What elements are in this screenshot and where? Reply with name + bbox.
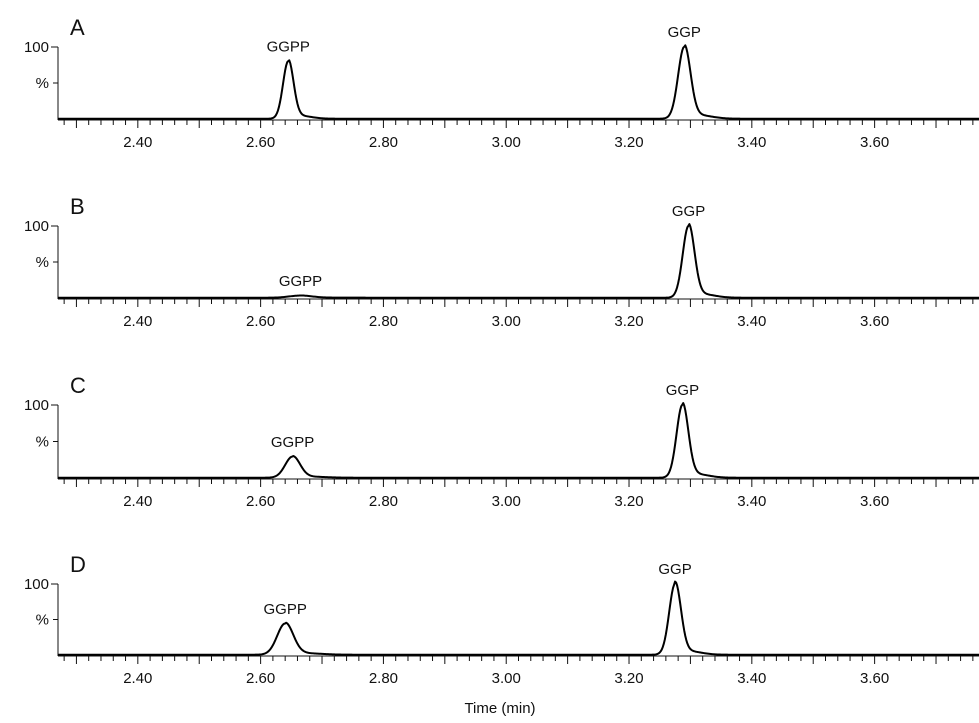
peak-label: GGPP (279, 273, 322, 290)
chromatogram-panel-d: D 100% 2.40 2.60 2.80 3.00 3.20 3.40 3.60 GGPP GGP (24, 552, 979, 687)
x-axis-title: Time (min) (464, 700, 535, 717)
x-tick-label: 3.60 (860, 134, 889, 151)
chromatogram-panels: A 100% 2.40 2.60 2.80 3.00 3.20 3.40 3.60 GGPP GGP… (24, 15, 979, 687)
chromatogram-panel-a: A 100% 2.40 2.60 2.80 3.00 3.20 3.40 3.60 GGPP GGP (24, 15, 979, 151)
peak-label: GGPP (271, 434, 314, 451)
y-axis-unit-label: % (36, 254, 49, 271)
panel-label: C (70, 373, 86, 398)
y-tick-label: 100 (24, 39, 49, 56)
y-tick-label: 100 (24, 218, 49, 235)
peak-label: GGP (658, 561, 691, 578)
peak-label: GGP (668, 24, 701, 41)
x-tick-label: 2.60 (246, 134, 275, 151)
x-tick-label: 2.80 (369, 670, 398, 687)
panel-label: D (70, 552, 86, 577)
x-tick-label: 2.60 (246, 493, 275, 510)
x-tick-label: 3.60 (860, 313, 889, 330)
y-axis-unit-label: % (36, 612, 49, 629)
x-tick-label: 2.40 (123, 313, 152, 330)
x-tick-label: 3.20 (614, 670, 643, 687)
chromatogram-panel-c: C 100% 2.40 2.60 2.80 3.00 3.20 3.40 3.60 GGPP GGP (24, 373, 979, 510)
peak-label: GGPP (267, 38, 310, 55)
peak-label: GGP (672, 203, 705, 220)
x-tick-label: 3.00 (492, 134, 521, 151)
x-tick-label: 2.40 (123, 134, 152, 151)
y-tick-label: 100 (24, 576, 49, 593)
x-tick-label: 3.60 (860, 670, 889, 687)
x-tick-label: 2.40 (123, 493, 152, 510)
panel-label: A (70, 15, 85, 40)
x-tick-label: 3.40 (737, 670, 766, 687)
peak-label: GGP (666, 382, 699, 399)
x-tick-label: 2.40 (123, 670, 152, 687)
x-tick-label: 3.00 (492, 313, 521, 330)
x-tick-label: 2.80 (369, 313, 398, 330)
x-tick-label: 3.00 (492, 670, 521, 687)
x-tick-label: 2.80 (369, 493, 398, 510)
chromatogram-panel-b: B 100% 2.40 2.60 2.80 3.00 3.20 3.40 3.60 GGPP GGP (24, 194, 979, 330)
y-axis-unit-label: % (36, 434, 49, 451)
x-tick-label: 3.40 (737, 134, 766, 151)
y-axis-unit-label: % (36, 75, 49, 92)
x-tick-label: 3.20 (614, 313, 643, 330)
chromatogram-trace (58, 223, 979, 299)
chromatogram-trace (58, 580, 979, 656)
x-tick-label: 3.00 (492, 493, 521, 510)
x-tick-label: 3.40 (737, 493, 766, 510)
x-tick-label: 3.20 (614, 493, 643, 510)
x-tick-label: 3.20 (614, 134, 643, 151)
panel-label: B (70, 194, 85, 219)
chromatogram-trace (58, 402, 979, 479)
x-tick-label: 2.60 (246, 313, 275, 330)
y-tick-label: 100 (24, 397, 49, 414)
peak-label: GGPP (264, 601, 307, 618)
x-tick-label: 3.60 (860, 493, 889, 510)
x-tick-label: 3.40 (737, 313, 766, 330)
chromatogram-trace (58, 44, 979, 120)
x-tick-label: 2.60 (246, 670, 275, 687)
x-tick-label: 2.80 (369, 134, 398, 151)
